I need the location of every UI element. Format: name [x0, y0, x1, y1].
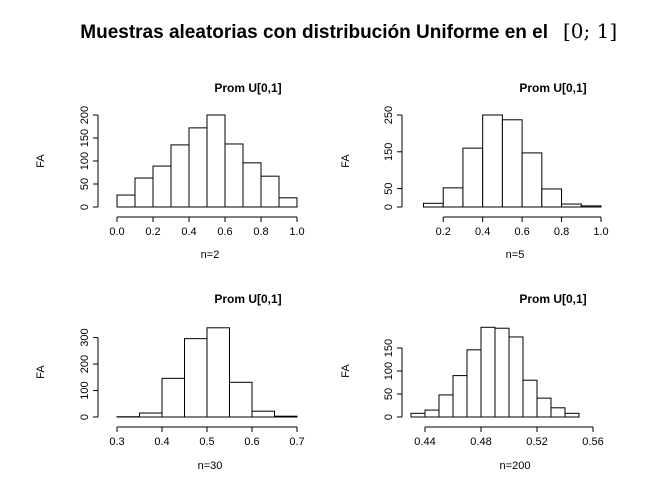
y-tick-label: 50: [383, 182, 395, 194]
y-tick-label: 100: [79, 152, 91, 170]
x-tick-label: 0.7: [289, 436, 304, 448]
x-tick-label: 0.56: [582, 436, 603, 448]
bar: [536, 397, 552, 418]
bar: [410, 412, 426, 418]
y-tick-label: 0: [383, 204, 395, 210]
y-tick-label: 150: [383, 339, 395, 357]
x-axis-label: n=2: [201, 249, 220, 261]
bar: [188, 127, 208, 208]
bar: [278, 197, 298, 208]
y-tick-label: 0: [79, 414, 91, 420]
y-tick-label: 50: [79, 178, 91, 190]
y-tick-label: 300: [79, 328, 91, 346]
bar: [224, 143, 244, 208]
bar: [170, 144, 190, 208]
y-tick-label: 50: [383, 388, 395, 400]
bar: [251, 410, 275, 418]
bar: [260, 175, 280, 208]
x-tick-label: 0.8: [253, 226, 268, 238]
x-axis-label: n=30: [198, 460, 223, 472]
bar: [550, 407, 566, 418]
bar: [442, 187, 464, 208]
bar: [206, 114, 226, 208]
y-tick-label: 150: [79, 129, 91, 147]
y-axis-label: FA: [340, 364, 352, 378]
y-tick-label: 100: [383, 362, 395, 380]
bar: [580, 205, 602, 208]
x-tick-label: 0.44: [414, 436, 435, 448]
bar: [466, 349, 482, 418]
bar: [522, 379, 538, 418]
panel-title: Prom U[0,1]: [214, 292, 281, 306]
bar: [152, 165, 172, 208]
bar: [438, 394, 454, 418]
y-tick-label: 200: [79, 355, 91, 373]
bar: [452, 375, 468, 418]
x-tick-label: 0.3: [109, 436, 124, 448]
x-axis-label: n=5: [506, 249, 525, 261]
y-tick-label: 200: [79, 106, 91, 124]
y-tick-label: 0: [79, 204, 91, 210]
bar: [508, 336, 524, 418]
bar: [423, 202, 444, 208]
x-tick-label: 0.6: [514, 226, 529, 238]
x-tick-label: 0.4: [181, 226, 196, 238]
bar: [480, 326, 496, 418]
bar: [424, 409, 440, 418]
bar: [494, 327, 510, 418]
x-axis-label: n=200: [500, 460, 531, 472]
x-tick-label: 0.2: [145, 226, 160, 238]
x-tick-label: 0.52: [526, 436, 547, 448]
page-title-math: [0; 1]: [563, 19, 617, 43]
y-axis-label: FA: [340, 154, 352, 168]
x-tick-label: 0.4: [154, 436, 169, 448]
y-tick-label: 100: [79, 381, 91, 399]
bar: [161, 377, 185, 418]
bar: [482, 114, 503, 208]
y-tick-label: 250: [383, 106, 395, 124]
bar: [462, 147, 484, 208]
bar: [229, 381, 253, 418]
x-tick-label: 0.48: [470, 436, 491, 448]
bar: [541, 188, 563, 208]
bar: [139, 412, 163, 418]
x-tick-label: 0.8: [554, 226, 569, 238]
x-tick-label: 0.5: [199, 436, 214, 448]
bar: [501, 119, 523, 208]
x-tick-label: 1.0: [289, 226, 304, 238]
bar: [561, 203, 582, 208]
x-tick-label: 0.6: [217, 226, 232, 238]
x-tick-label: 0.0: [109, 226, 124, 238]
bar: [206, 327, 230, 418]
bar: [564, 412, 580, 418]
bar: [242, 162, 262, 208]
y-axis-label: FA: [35, 154, 47, 168]
bar: [116, 194, 136, 208]
x-tick-label: 0.4: [475, 226, 490, 238]
x-tick-label: 0.2: [436, 226, 451, 238]
y-axis-label: FA: [35, 365, 47, 379]
y-tick-label: 0: [383, 414, 395, 420]
x-tick-label: 1.0: [593, 226, 608, 238]
bar: [134, 177, 154, 208]
bar: [274, 415, 298, 418]
x-tick-label: 0.6: [244, 436, 259, 448]
bar: [184, 338, 208, 418]
page-title: Muestras aleatorias con distribución Uni…: [80, 22, 548, 43]
panel-title: Prom U[0,1]: [519, 81, 586, 95]
panel-title: Prom U[0,1]: [214, 81, 281, 95]
y-tick-label: 150: [383, 143, 395, 161]
bar: [521, 152, 543, 208]
panel-title: Prom U[0,1]: [519, 292, 586, 306]
